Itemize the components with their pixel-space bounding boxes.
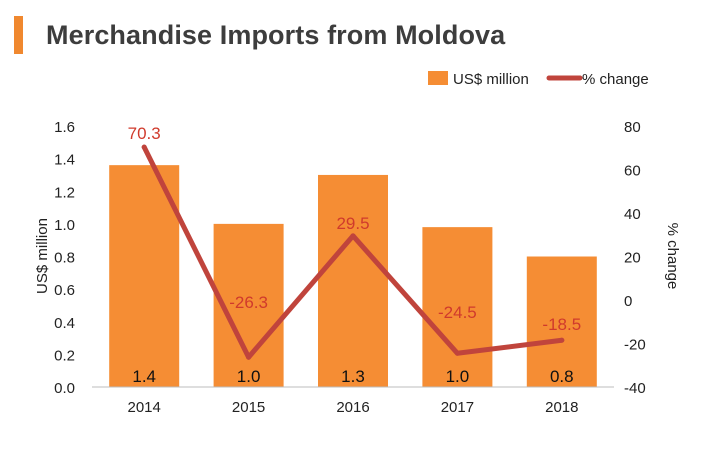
y-right-tick-label: 80 [624, 119, 641, 136]
y-axis-title: US$ million [34, 218, 51, 294]
line-point [559, 337, 565, 343]
line-data-label: -24.5 [438, 303, 477, 322]
line-point [350, 233, 356, 239]
line-data-label: 29.5 [336, 214, 369, 233]
y-right-tick-label: 0 [624, 293, 632, 310]
line-point [454, 350, 460, 356]
y-right-tick-label: -20 [624, 337, 646, 354]
chart-title: Merchandise Imports from Moldova [46, 20, 506, 50]
legend-label-line: % change [582, 71, 649, 88]
line-point [141, 144, 147, 150]
legend-label-bar: US$ million [453, 71, 529, 88]
y-tick-label: 1.0 [54, 217, 75, 234]
bar-data-label: 1.4 [132, 367, 156, 386]
bar [526, 256, 597, 387]
legend-swatch-bar [428, 71, 448, 85]
x-tick-label: 2014 [128, 399, 161, 416]
x-tick-label: 2018 [545, 399, 578, 416]
x-tick-label: 2017 [441, 399, 474, 416]
y-tick-label: 1.2 [54, 184, 75, 201]
y-right-tick-label: -40 [624, 380, 646, 397]
y-tick-label: 0.6 [54, 282, 75, 299]
x-tick-label: 2015 [232, 399, 265, 416]
y-right-tick-label: 40 [624, 206, 641, 223]
line-data-label: 70.3 [128, 124, 161, 143]
y-right-tick-label: 60 [624, 163, 641, 180]
bar-data-label: 1.3 [341, 367, 365, 386]
line-point [246, 354, 252, 360]
y-tick-label: 1.4 [54, 152, 75, 169]
y-tick-label: 0.2 [54, 347, 75, 364]
bar [318, 174, 388, 387]
y-tick-label: 0.8 [54, 250, 75, 267]
bar-data-label: 1.0 [446, 367, 470, 386]
y-tick-label: 0.4 [54, 315, 75, 332]
y-tick-label: 1.6 [54, 119, 75, 136]
y-right-axis-title: % change [664, 223, 681, 290]
bar [109, 165, 180, 387]
bar-data-label: 0.8 [550, 367, 574, 386]
y-right-tick-label: 20 [624, 250, 641, 267]
line-data-label: -26.3 [229, 293, 268, 312]
bar-data-label: 1.0 [237, 367, 261, 386]
line-data-label: -18.5 [542, 315, 581, 334]
title-accent-bar [14, 16, 23, 54]
x-tick-label: 2016 [336, 399, 369, 416]
bar [422, 227, 493, 387]
y-tick-label: 0.0 [54, 380, 75, 397]
